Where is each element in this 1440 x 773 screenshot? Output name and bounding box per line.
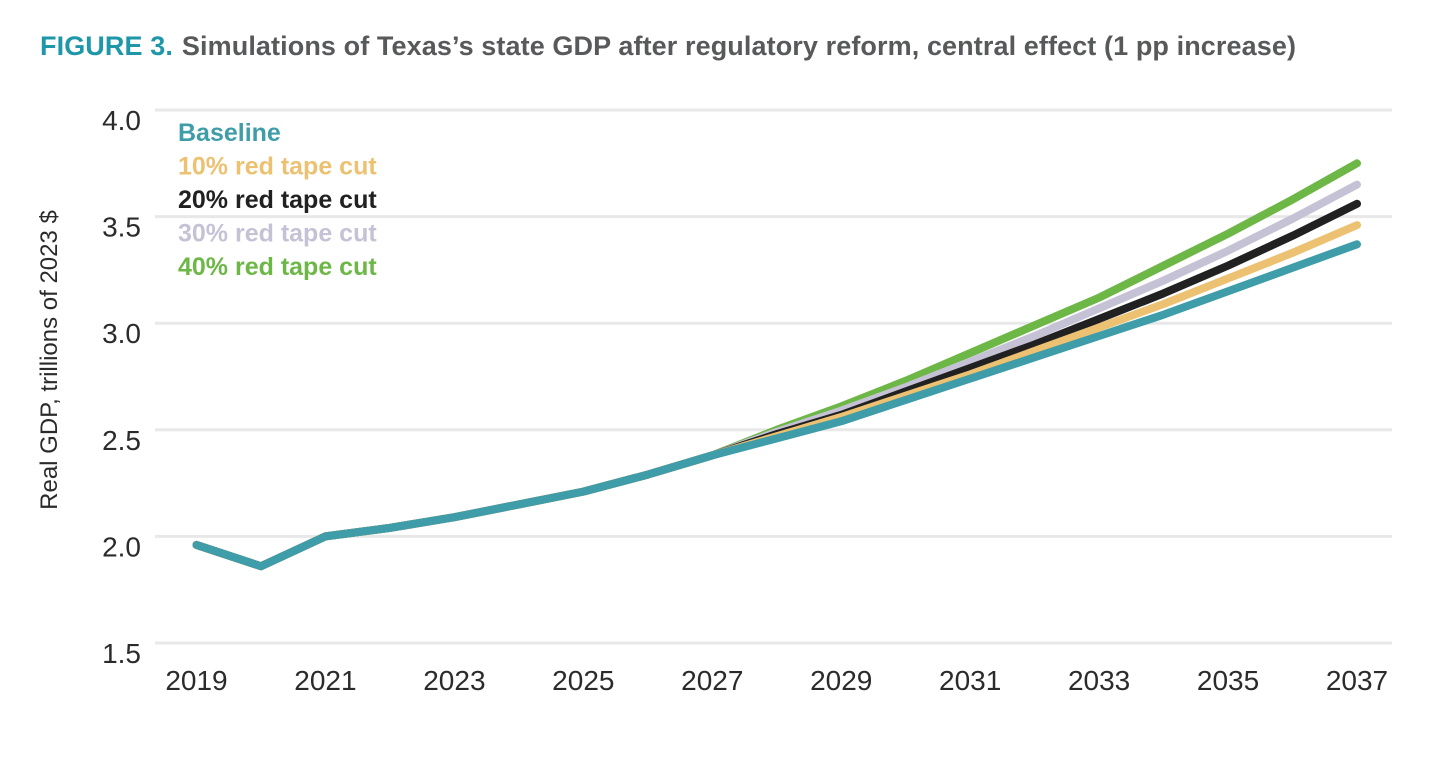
y-tick-label-3.5: 3.5	[102, 212, 141, 243]
y-tick-label-1.5: 1.5	[102, 638, 141, 669]
x-tick-label-2029: 2029	[810, 665, 872, 696]
x-tick-label-2033: 2033	[1068, 665, 1130, 696]
x-tick-label-2023: 2023	[423, 665, 485, 696]
legend-item-10-red-tape-cut: 10% red tape cut	[178, 153, 377, 181]
figure-title-text: Simulations of Texas’s state GDP after r…	[181, 31, 1297, 61]
y-axis-title: Real GDP, trillions of 2023 $	[36, 210, 63, 510]
x-tick-label-2027: 2027	[681, 665, 743, 696]
figure-caption: FIGURE 3. Simulations of Texas’s state GD…	[40, 31, 1296, 62]
legend-item-baseline: Baseline	[178, 119, 281, 147]
y-tick-label-2.0: 2.0	[102, 531, 141, 562]
x-tick-label-2021: 2021	[294, 665, 356, 696]
y-tick-label-4.0: 4.0	[102, 105, 141, 136]
y-tick-label-3.0: 3.0	[102, 318, 141, 349]
x-tick-label-2019: 2019	[165, 665, 227, 696]
x-tick-label-2037: 2037	[1326, 665, 1388, 696]
legend-item-20-red-tape-cut: 20% red tape cut	[178, 186, 377, 214]
x-tick-label-2025: 2025	[552, 665, 614, 696]
y-tick-label-2.5: 2.5	[102, 425, 141, 456]
legend-item-40-red-tape-cut: 40% red tape cut	[178, 253, 377, 281]
series-line-baseline	[192, 240, 1361, 571]
x-tick-label-2035: 2035	[1197, 665, 1259, 696]
figure-number: FIGURE 3.	[40, 31, 173, 61]
x-tick-label-2031: 2031	[939, 665, 1001, 696]
legend-item-30-red-tape-cut: 30% red tape cut	[178, 220, 377, 248]
